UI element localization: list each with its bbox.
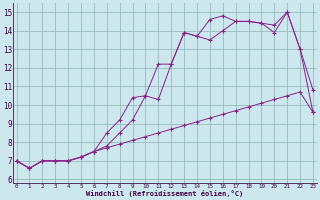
- X-axis label: Windchill (Refroidissement éolien,°C): Windchill (Refroidissement éolien,°C): [86, 190, 244, 197]
